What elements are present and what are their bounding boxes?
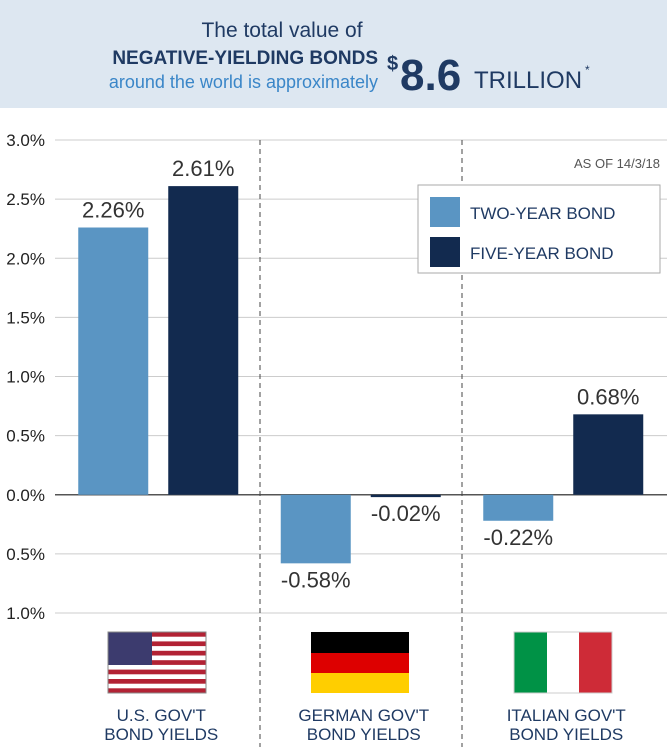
- bar: [370, 494, 441, 498]
- header-bg: [0, 0, 667, 108]
- value-label: -0.02%: [371, 501, 441, 526]
- flag-de: [311, 632, 409, 693]
- value-label: -0.22%: [483, 525, 553, 550]
- bar: [280, 494, 351, 564]
- value-label: 0.68%: [577, 384, 639, 409]
- flag-it: [513, 631, 613, 694]
- legend-swatch: [430, 237, 460, 267]
- legend-swatch: [430, 197, 460, 227]
- header-line: NEGATIVE-YIELDING BONDS: [112, 48, 378, 69]
- bar: [78, 227, 149, 495]
- y-tick-label: 2.0%: [6, 249, 45, 268]
- value-label: 2.61%: [172, 156, 234, 181]
- header-line: The total value of: [201, 19, 362, 42]
- x-tick-label: ITALIAN GOV'T: [507, 706, 626, 725]
- x-tick-label: BOND YIELDS: [307, 725, 421, 744]
- header-amount: 8.6: [400, 51, 461, 100]
- y-tick-label: 1.5%: [6, 308, 45, 327]
- bar: [483, 494, 554, 521]
- y-tick-label: 0.5%: [6, 545, 45, 564]
- y-tick-label: 1.0%: [6, 604, 45, 623]
- annotation: AS OF 14/3/18: [574, 156, 660, 171]
- y-tick-label: 3.0%: [6, 131, 45, 150]
- bar: [168, 186, 239, 495]
- bar: [573, 414, 644, 495]
- grid: [55, 139, 667, 614]
- y-tick-label: 2.5%: [6, 190, 45, 209]
- header-line: around the world is approximately: [109, 72, 378, 92]
- flag-us: [107, 631, 207, 694]
- legend-label: FIVE-YEAR BOND: [470, 244, 614, 263]
- y-tick-label: 1.0%: [6, 368, 45, 387]
- header-footnote-mark: *: [585, 63, 590, 77]
- x-tick-label: BOND YIELDS: [509, 725, 623, 744]
- x-tick-label: U.S. GOV'T: [117, 706, 206, 725]
- header-dollar: $: [387, 53, 398, 75]
- header-unit: TRILLION: [474, 67, 582, 94]
- y-tick-label: 0.5%: [6, 427, 45, 446]
- x-tick-label: GERMAN GOV'T: [298, 706, 429, 725]
- legend-label: TWO-YEAR BOND: [470, 204, 615, 223]
- value-label: -0.58%: [281, 567, 351, 592]
- x-tick-label: BOND YIELDS: [104, 725, 218, 744]
- value-label: 2.26%: [82, 198, 144, 223]
- y-tick-label: 0.0%: [6, 486, 45, 505]
